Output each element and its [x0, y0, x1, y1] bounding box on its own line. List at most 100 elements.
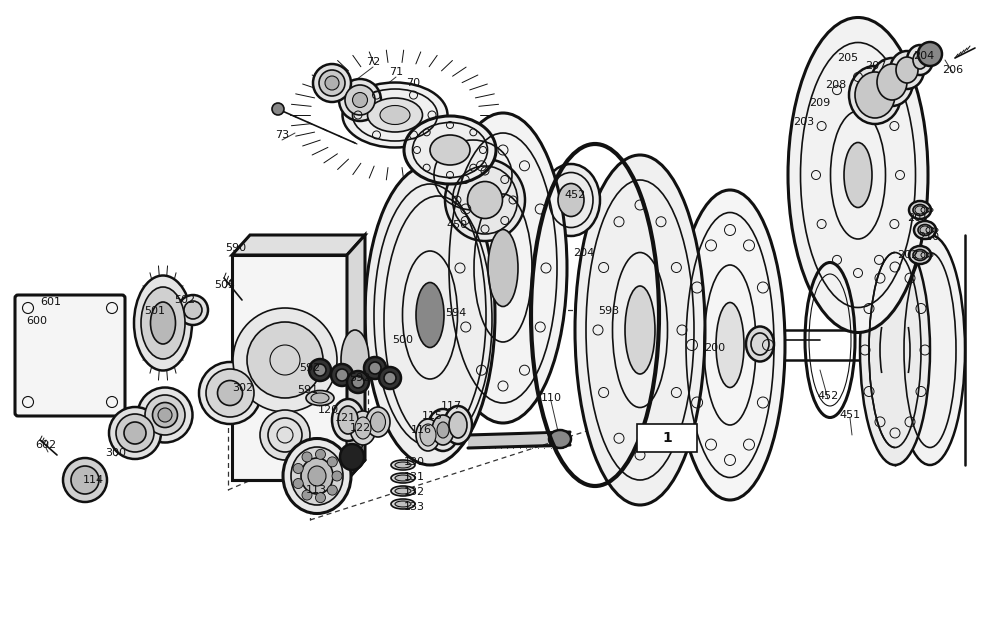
Ellipse shape	[909, 246, 931, 264]
Text: 500: 500	[392, 335, 414, 345]
Text: 72: 72	[366, 57, 380, 67]
Ellipse shape	[134, 276, 192, 371]
Ellipse shape	[746, 326, 774, 361]
Ellipse shape	[291, 447, 343, 505]
Polygon shape	[347, 235, 365, 480]
Text: 132: 132	[403, 487, 425, 497]
Ellipse shape	[416, 283, 444, 348]
Text: 592: 592	[299, 363, 321, 373]
FancyBboxPatch shape	[15, 295, 125, 416]
Ellipse shape	[395, 462, 411, 468]
Ellipse shape	[306, 391, 334, 406]
Circle shape	[918, 42, 942, 66]
Ellipse shape	[439, 113, 567, 423]
Text: 115: 115	[422, 411, 442, 421]
Text: 209: 209	[809, 98, 831, 108]
Ellipse shape	[346, 416, 364, 454]
Ellipse shape	[542, 164, 600, 236]
Text: 600: 600	[26, 316, 48, 326]
Text: 116: 116	[411, 425, 432, 435]
Ellipse shape	[449, 412, 467, 438]
Bar	[637, 424, 697, 452]
Ellipse shape	[314, 364, 326, 376]
Text: 70: 70	[406, 78, 420, 88]
Ellipse shape	[625, 286, 655, 374]
Ellipse shape	[488, 230, 518, 306]
Text: 200: 200	[704, 343, 726, 353]
Ellipse shape	[206, 369, 254, 417]
Ellipse shape	[379, 367, 401, 389]
Ellipse shape	[283, 439, 351, 514]
Ellipse shape	[352, 92, 368, 107]
Text: 602: 602	[35, 440, 57, 450]
Text: 452: 452	[817, 391, 839, 401]
Ellipse shape	[319, 70, 345, 96]
Ellipse shape	[311, 393, 329, 403]
Ellipse shape	[341, 330, 369, 390]
Ellipse shape	[909, 201, 931, 219]
Ellipse shape	[395, 475, 411, 481]
Polygon shape	[232, 235, 365, 255]
Ellipse shape	[391, 460, 415, 470]
Text: 206: 206	[942, 65, 964, 75]
Text: 594: 594	[445, 308, 467, 318]
Text: 590: 590	[225, 243, 247, 253]
Ellipse shape	[364, 357, 386, 379]
Ellipse shape	[368, 98, 422, 132]
Circle shape	[327, 485, 337, 495]
Ellipse shape	[342, 82, 448, 147]
Text: 591: 591	[297, 385, 319, 395]
Ellipse shape	[391, 473, 415, 483]
Text: 204: 204	[913, 51, 935, 61]
Ellipse shape	[331, 364, 353, 386]
Ellipse shape	[332, 399, 364, 441]
Ellipse shape	[468, 182, 503, 218]
Text: 205: 205	[837, 53, 859, 63]
Ellipse shape	[716, 303, 744, 388]
Ellipse shape	[445, 159, 525, 241]
Ellipse shape	[427, 409, 459, 451]
Text: 202: 202	[897, 250, 919, 260]
Ellipse shape	[424, 131, 522, 219]
Ellipse shape	[432, 415, 454, 445]
Text: 114: 114	[82, 475, 104, 485]
Text: 113: 113	[306, 485, 326, 495]
Ellipse shape	[272, 103, 284, 115]
Ellipse shape	[896, 57, 918, 83]
Ellipse shape	[788, 17, 928, 333]
Text: 131: 131	[404, 472, 424, 482]
Ellipse shape	[430, 135, 470, 165]
Text: 121: 121	[334, 413, 356, 423]
Text: 452: 452	[564, 190, 586, 200]
Ellipse shape	[350, 411, 376, 445]
Ellipse shape	[339, 79, 381, 121]
Text: 204: 204	[573, 248, 595, 258]
Bar	[468, 435, 566, 448]
Ellipse shape	[675, 190, 785, 500]
Text: 73: 73	[275, 130, 289, 140]
Ellipse shape	[404, 116, 496, 184]
Text: 592: 592	[349, 373, 371, 383]
Text: 601: 601	[40, 297, 62, 307]
Ellipse shape	[338, 406, 358, 434]
Text: 210: 210	[918, 232, 940, 242]
Ellipse shape	[395, 501, 411, 507]
Ellipse shape	[384, 372, 396, 384]
Ellipse shape	[152, 402, 178, 427]
Ellipse shape	[420, 424, 436, 446]
Ellipse shape	[145, 395, 185, 435]
Text: 122: 122	[349, 423, 371, 433]
Ellipse shape	[365, 165, 495, 465]
Bar	[232, 255, 347, 480]
Text: 502: 502	[174, 295, 196, 305]
Ellipse shape	[309, 359, 331, 381]
Ellipse shape	[325, 76, 339, 90]
Text: 133: 133	[404, 502, 424, 512]
Ellipse shape	[347, 371, 369, 393]
Ellipse shape	[860, 235, 930, 465]
Text: 501: 501	[144, 306, 166, 316]
Circle shape	[260, 410, 310, 460]
Text: 71: 71	[389, 67, 403, 77]
Ellipse shape	[895, 235, 965, 465]
Circle shape	[233, 308, 337, 412]
